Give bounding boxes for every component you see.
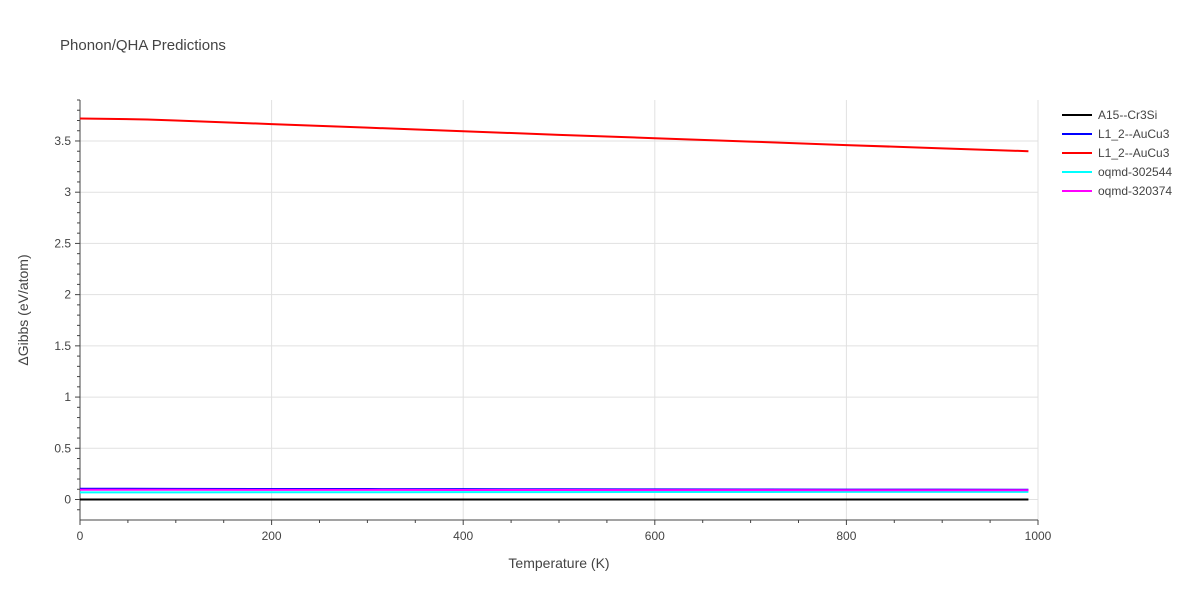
y-tick-label: 3 (64, 185, 71, 199)
x-tick-label: 600 (645, 529, 665, 543)
legend-label: L1_2--AuCu3 (1098, 146, 1170, 160)
plot-area (79, 117, 1029, 501)
x-axis-title: Temperature (K) (508, 555, 609, 571)
y-axis-title: ΔGibbs (eV/atom) (15, 254, 31, 365)
series-line-5 (80, 488, 1029, 492)
legend-label: L1_2--AuCu3 (1098, 127, 1170, 141)
legend-item[interactable]: L1_2--AuCu3 (1062, 127, 1170, 141)
chart-title: Phonon/QHA Predictions (60, 37, 226, 54)
x-tick-label: 0 (77, 529, 84, 543)
legend-item[interactable]: oqmd-302544 (1062, 165, 1172, 179)
series-line-3 (79, 117, 1029, 153)
legend: A15--Cr3Si L1_2--AuCu3 L1_2--AuCu3 oqmd-302… (1062, 108, 1172, 198)
y-tick-label: 1 (64, 390, 71, 404)
legend-item[interactable]: oqmd-320374 (1062, 184, 1172, 198)
legend-item[interactable]: L1_2--AuCu3 (1062, 146, 1170, 160)
legend-item[interactable]: A15--Cr3Si (1062, 108, 1157, 122)
y-tick-label: 2.5 (54, 236, 71, 250)
y-tick-label: 2 (64, 288, 71, 302)
y-tick-label: 0.5 (54, 441, 71, 455)
x-tick-label: 400 (453, 529, 473, 543)
x-tick-label: 1000 (1025, 529, 1052, 543)
legend-label: oqmd-302544 (1098, 165, 1172, 179)
series-line-4 (80, 490, 1029, 494)
grid (80, 100, 1039, 520)
y-tick-label: 1.5 (54, 339, 71, 353)
y-tick-label: 0 (64, 493, 71, 507)
x-tick-label: 800 (836, 529, 856, 543)
x-tick-label: 200 (262, 529, 282, 543)
legend-label: oqmd-320374 (1098, 184, 1172, 198)
legend-label: A15--Cr3Si (1098, 108, 1157, 122)
axes: 0 0.5 1 1.5 2 2.5 3 3.5 0 200 400 600 800 1000 (54, 99, 1052, 543)
y-tick-label: 3.5 (54, 134, 71, 148)
